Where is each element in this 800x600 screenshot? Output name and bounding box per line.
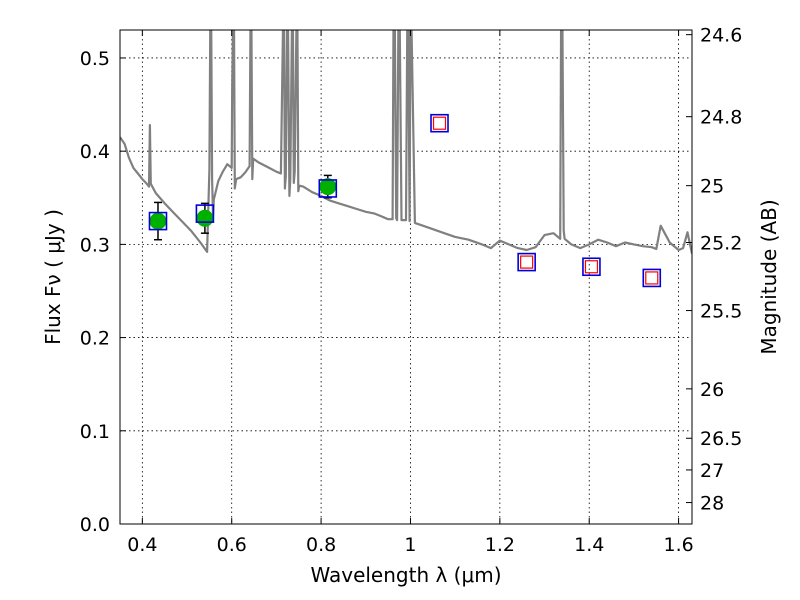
- x-tick-label: 1.4: [574, 534, 604, 556]
- x-tick-label: 0.8: [306, 534, 336, 556]
- y2-tick-label: 25.5: [700, 301, 742, 323]
- y2-tick-label: 26: [700, 379, 724, 401]
- y2-tick-label: 25.2: [700, 233, 742, 255]
- model-spectrum-line: [120, 30, 692, 254]
- x-axis-title: Wavelength λ (μm): [310, 563, 501, 587]
- upper-limit-marker: [520, 255, 534, 269]
- model-photometry-box: [642, 268, 662, 288]
- y2-tick-label: 28: [700, 493, 724, 515]
- upper-limit-marker: [432, 116, 447, 130]
- y-tick-label: 0.5: [80, 48, 110, 70]
- y-tick-label: 0.2: [80, 328, 110, 350]
- x-tick-label: 0.6: [217, 534, 247, 556]
- y-tick-label: 0.3: [80, 234, 110, 256]
- y2-tick-label: 26.5: [700, 428, 742, 450]
- y2-tick-label: 24.6: [700, 25, 742, 47]
- y2-tick-label: 27: [700, 460, 724, 482]
- x-tick-label: 0.4: [127, 534, 157, 556]
- y-tick-label: 0.0: [80, 514, 110, 536]
- y2-axis-title: Magnitude (AB): [757, 199, 781, 354]
- model-photometry-box: [318, 179, 338, 198]
- model-photometry-box: [517, 252, 536, 272]
- x-tick-label: 1.6: [663, 534, 693, 556]
- y-axis-title: Flux Fν ( μJy ): [41, 209, 65, 345]
- plot-frame: [119, 29, 693, 525]
- model-photometry-box: [582, 257, 601, 277]
- detection-point: [149, 212, 167, 230]
- detection-point: [319, 178, 337, 196]
- y2-tick-label: 24.8: [700, 107, 742, 129]
- plot-area: [120, 30, 692, 288]
- model-photometry-box: [148, 211, 168, 231]
- y2-tick-label: 25: [700, 176, 724, 198]
- y-tick-label: 0.4: [80, 141, 110, 163]
- model-photometry-box: [430, 113, 449, 133]
- x-tick-label: 1.2: [485, 534, 515, 556]
- axes: 0.4 0.6 0.8 1 1.2 1.4 1.6 0.0 0.1 0.2 0.3 0.4 0.5 24.…: [80, 25, 743, 556]
- x-tick-label: 1: [404, 534, 416, 556]
- y-tick-label: 0.1: [80, 421, 110, 443]
- upper-limit-marker: [645, 271, 659, 285]
- model-photometry-box: [195, 204, 215, 223]
- upper-limit-marker: [584, 260, 599, 274]
- detection-point: [196, 209, 214, 227]
